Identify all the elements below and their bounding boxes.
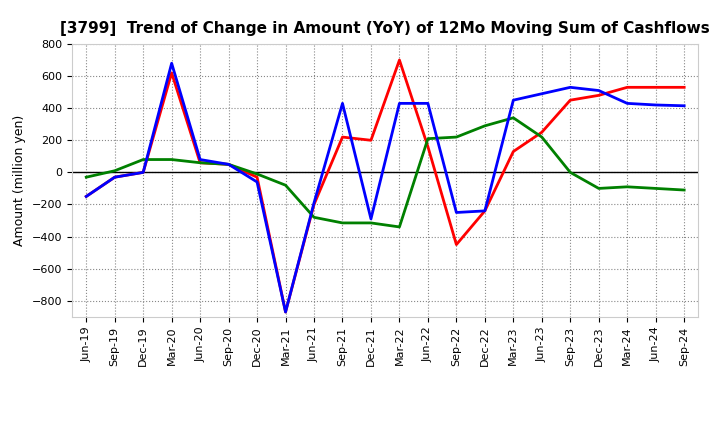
Investing Cashflow xyxy=(196,160,204,165)
Operating Cashflow xyxy=(310,202,318,207)
Operating Cashflow xyxy=(196,160,204,165)
Investing Cashflow xyxy=(253,171,261,176)
Investing Cashflow xyxy=(338,220,347,226)
Investing Cashflow xyxy=(480,123,489,128)
Operating Cashflow xyxy=(509,149,518,154)
Operating Cashflow xyxy=(253,175,261,180)
Operating Cashflow xyxy=(282,309,290,315)
Operating Cashflow xyxy=(423,144,432,149)
Y-axis label: Amount (million yen): Amount (million yen) xyxy=(13,115,26,246)
Free Cashflow xyxy=(167,61,176,66)
Investing Cashflow xyxy=(225,162,233,167)
Operating Cashflow xyxy=(623,84,631,90)
Operating Cashflow xyxy=(82,194,91,199)
Operating Cashflow xyxy=(110,175,119,180)
Free Cashflow xyxy=(110,175,119,180)
Investing Cashflow xyxy=(680,187,688,193)
Line: Operating Cashflow: Operating Cashflow xyxy=(86,60,684,312)
Investing Cashflow xyxy=(623,184,631,190)
Operating Cashflow xyxy=(652,84,660,90)
Free Cashflow xyxy=(652,103,660,108)
Operating Cashflow xyxy=(595,93,603,98)
Free Cashflow xyxy=(480,208,489,213)
Investing Cashflow xyxy=(110,168,119,173)
Investing Cashflow xyxy=(509,115,518,121)
Investing Cashflow xyxy=(537,135,546,140)
Free Cashflow xyxy=(395,101,404,106)
Investing Cashflow xyxy=(595,186,603,191)
Operating Cashflow xyxy=(452,242,461,247)
Free Cashflow xyxy=(310,200,318,205)
Operating Cashflow xyxy=(225,162,233,167)
Free Cashflow xyxy=(82,194,91,199)
Investing Cashflow xyxy=(139,157,148,162)
Title: [3799]  Trend of Change in Amount (YoY) of 12Mo Moving Sum of Cashflows: [3799] Trend of Change in Amount (YoY) o… xyxy=(60,21,710,36)
Investing Cashflow xyxy=(566,170,575,175)
Free Cashflow xyxy=(253,180,261,185)
Operating Cashflow xyxy=(566,98,575,103)
Investing Cashflow xyxy=(452,135,461,140)
Operating Cashflow xyxy=(139,170,148,175)
Investing Cashflow xyxy=(167,157,176,162)
Operating Cashflow xyxy=(680,84,688,90)
Free Cashflow xyxy=(225,162,233,167)
Investing Cashflow xyxy=(282,183,290,188)
Operating Cashflow xyxy=(537,130,546,135)
Line: Free Cashflow: Free Cashflow xyxy=(86,63,684,312)
Free Cashflow xyxy=(509,98,518,103)
Free Cashflow xyxy=(452,210,461,215)
Free Cashflow xyxy=(623,101,631,106)
Free Cashflow xyxy=(595,88,603,93)
Line: Investing Cashflow: Investing Cashflow xyxy=(86,118,684,227)
Investing Cashflow xyxy=(652,186,660,191)
Investing Cashflow xyxy=(423,136,432,141)
Operating Cashflow xyxy=(338,135,347,140)
Investing Cashflow xyxy=(82,175,91,180)
Free Cashflow xyxy=(282,309,290,315)
Free Cashflow xyxy=(423,101,432,106)
Investing Cashflow xyxy=(310,215,318,220)
Operating Cashflow xyxy=(395,57,404,62)
Operating Cashflow xyxy=(366,138,375,143)
Free Cashflow xyxy=(366,216,375,222)
Investing Cashflow xyxy=(395,224,404,230)
Free Cashflow xyxy=(196,157,204,162)
Operating Cashflow xyxy=(480,208,489,213)
Investing Cashflow xyxy=(366,220,375,226)
Legend: Operating Cashflow, Investing Cashflow, Free Cashflow: Operating Cashflow, Investing Cashflow, … xyxy=(135,438,635,440)
Free Cashflow xyxy=(680,103,688,108)
Free Cashflow xyxy=(338,101,347,106)
Free Cashflow xyxy=(566,84,575,90)
Free Cashflow xyxy=(139,170,148,175)
Operating Cashflow xyxy=(167,70,176,76)
Free Cashflow xyxy=(537,91,546,96)
